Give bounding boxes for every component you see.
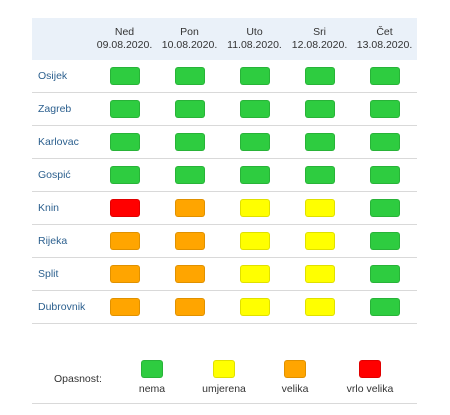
legend-item-nema: nema xyxy=(117,360,187,395)
legend-swatch xyxy=(284,360,306,378)
danger-level-cell xyxy=(304,166,335,184)
danger-level-cell xyxy=(304,133,335,151)
legend-swatch xyxy=(359,360,381,378)
legend-title: Opasnost: xyxy=(54,373,102,385)
legend-label: vrlo velika xyxy=(346,383,394,395)
danger-level-cell xyxy=(174,133,205,151)
danger-level-cell xyxy=(369,265,400,283)
day-name: Pon xyxy=(180,26,199,38)
danger-level-cell xyxy=(239,166,270,184)
day-date: 10.08.2020. xyxy=(161,39,218,51)
danger-level-cell xyxy=(239,67,270,85)
table-row: Knin xyxy=(32,191,417,225)
day-date: 12.08.2020. xyxy=(291,39,348,51)
day-name: Uto xyxy=(246,26,263,38)
table-row: Split xyxy=(32,257,417,291)
danger-level-cell xyxy=(174,100,205,118)
header-day-0: Ned 09.08.2020. xyxy=(92,18,157,60)
city-link-knin[interactable]: Knin xyxy=(32,191,92,225)
danger-level-cell xyxy=(304,298,335,316)
danger-level-cell xyxy=(369,100,400,118)
day-date: 11.08.2020. xyxy=(227,39,282,51)
danger-level-cell xyxy=(304,199,335,217)
danger-level-cell xyxy=(369,166,400,184)
danger-level-cell xyxy=(369,199,400,217)
danger-level-cell xyxy=(109,298,140,316)
legend-swatch xyxy=(141,360,163,378)
city-link-dubrovnik[interactable]: Dubrovnik xyxy=(32,290,92,324)
danger-level-cell xyxy=(369,133,400,151)
table-row: Rijeka xyxy=(32,224,417,258)
legend-label: velika xyxy=(281,383,309,395)
table-row: Zagreb xyxy=(32,92,417,126)
city-link-gospic[interactable]: Gospić xyxy=(32,158,92,192)
day-name: Čet xyxy=(376,26,393,38)
danger-level-cell xyxy=(174,67,205,85)
danger-level-cell xyxy=(304,232,335,250)
legend-item-velika: velika xyxy=(260,360,330,395)
day-date: 09.08.2020. xyxy=(96,39,153,51)
header-day-4: Čet 13.08.2020. xyxy=(352,18,417,60)
danger-level-cell xyxy=(109,199,140,217)
legend-swatch xyxy=(213,360,235,378)
city-link-osijek[interactable]: Osijek xyxy=(32,60,92,93)
danger-level-cell xyxy=(109,166,140,184)
danger-level-cell xyxy=(109,100,140,118)
danger-level-cell xyxy=(174,265,205,283)
header-day-3: Sri 12.08.2020. xyxy=(287,18,352,60)
danger-level-cell xyxy=(239,100,270,118)
danger-level-cell xyxy=(174,298,205,316)
day-date: 13.08.2020. xyxy=(356,39,413,51)
danger-level-cell xyxy=(369,67,400,85)
table-row: Osijek xyxy=(32,60,417,93)
table-row: Gospić xyxy=(32,158,417,192)
danger-level-cell xyxy=(304,100,335,118)
danger-level-cell xyxy=(239,199,270,217)
city-link-rijeka[interactable]: Rijeka xyxy=(32,224,92,258)
danger-level-cell xyxy=(239,265,270,283)
danger-level-cell xyxy=(304,265,335,283)
legend-item-umjerena: umjerena xyxy=(189,360,259,395)
legend-label: umjerena xyxy=(202,383,246,395)
fire-danger-table: Ned 09.08.2020. Pon 10.08.2020. Uto 11.08.2… xyxy=(32,18,417,324)
danger-level-cell xyxy=(174,199,205,217)
header-row: Ned 09.08.2020. Pon 10.08.2020. Uto 11.08.2… xyxy=(32,18,417,60)
day-name: Ned xyxy=(114,26,135,38)
danger-level-cell xyxy=(239,133,270,151)
table-row: Karlovac xyxy=(32,125,417,159)
danger-level-cell xyxy=(174,166,205,184)
fire-danger-table-container: Ned 09.08.2020. Pon 10.08.2020. Uto 11.08.2… xyxy=(32,18,417,324)
danger-level-cell xyxy=(239,232,270,250)
city-link-split[interactable]: Split xyxy=(32,257,92,291)
table-row: Dubrovnik xyxy=(32,290,417,324)
city-link-zagreb[interactable]: Zagreb xyxy=(32,92,92,126)
danger-level-cell xyxy=(174,232,205,250)
danger-level-cell xyxy=(109,232,140,250)
legend-label: nema xyxy=(138,383,166,395)
danger-level-cell xyxy=(239,298,270,316)
day-name: Sri xyxy=(313,26,326,38)
danger-level-cell xyxy=(369,232,400,250)
city-link-karlovac[interactable]: Karlovac xyxy=(32,125,92,159)
danger-level-cell xyxy=(109,265,140,283)
danger-level-cell xyxy=(109,67,140,85)
header-day-2: Uto 11.08.2020. xyxy=(222,18,287,60)
danger-level-cell xyxy=(109,133,140,151)
header-corner xyxy=(32,18,92,60)
danger-legend: Opasnost: nema umjerena velika vrlo veli… xyxy=(32,345,417,404)
danger-level-cell xyxy=(304,67,335,85)
legend-item-vrlo-velika: vrlo velika xyxy=(335,360,405,395)
header-day-1: Pon 10.08.2020. xyxy=(157,18,222,60)
danger-level-cell xyxy=(369,298,400,316)
